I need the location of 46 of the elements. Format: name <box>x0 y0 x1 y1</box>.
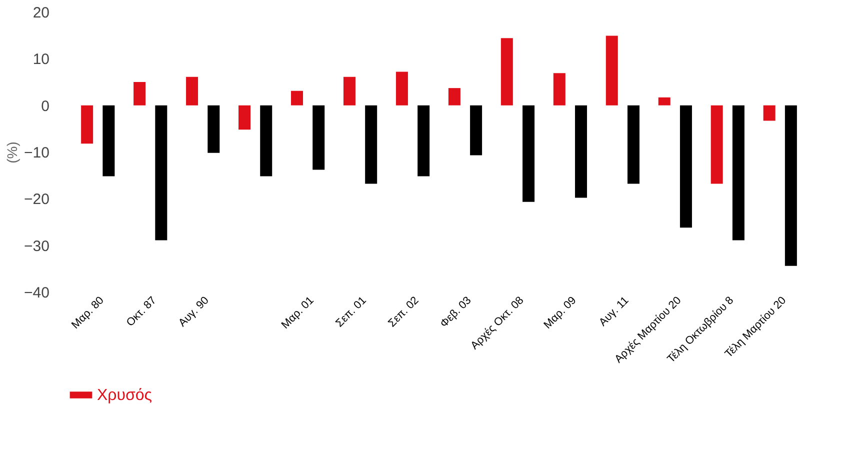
bar <box>658 97 670 106</box>
bar <box>81 105 94 144</box>
bar <box>763 105 776 121</box>
bar <box>680 105 692 228</box>
bar <box>732 105 744 240</box>
bar <box>260 105 272 176</box>
bar <box>155 105 168 240</box>
x-tick-label: Αυγ. 11 <box>596 294 632 329</box>
bar <box>102 105 115 176</box>
bar <box>290 90 303 106</box>
bar <box>627 105 640 184</box>
bar <box>606 36 618 106</box>
bar <box>784 105 797 266</box>
x-tick-label: Οκτ. 87 <box>124 294 159 329</box>
legend-label: Χρυσός <box>97 387 152 404</box>
x-tick-label: Μαρ. 80 <box>69 294 106 332</box>
y-tick-label: −30 <box>24 238 50 255</box>
bar <box>134 82 146 106</box>
bar <box>396 72 408 106</box>
bar <box>365 105 378 184</box>
x-tick-label: Σεπ. 01 <box>334 294 369 330</box>
bar <box>575 105 588 198</box>
bar <box>448 88 460 106</box>
bar <box>186 76 198 106</box>
bar <box>470 105 482 156</box>
y-tick-label: −10 <box>24 144 50 162</box>
bar <box>208 105 220 153</box>
y-tick-label: −20 <box>24 191 50 208</box>
x-tick-label: Αυγ. 90 <box>176 294 212 330</box>
y-axis-title: (%) <box>4 142 20 164</box>
bar <box>500 38 513 106</box>
y-tick-label: 10 <box>32 51 50 68</box>
bar <box>553 73 566 106</box>
x-tick-label: Φεβ. 03 <box>438 294 474 330</box>
bar <box>522 105 535 202</box>
x-tick-label: Μαρ. 09 <box>542 294 579 332</box>
x-tick-label: Σεπ. 02 <box>386 294 422 330</box>
bar <box>238 105 251 130</box>
y-tick-label: 20 <box>32 4 50 22</box>
bar <box>710 105 723 184</box>
y-tick-label: 0 <box>41 98 50 115</box>
y-tick-label: −40 <box>24 284 50 302</box>
bar <box>418 105 430 176</box>
bar <box>343 76 356 106</box>
bar <box>312 105 325 170</box>
x-tick-label: Μαρ. 01 <box>279 294 316 332</box>
